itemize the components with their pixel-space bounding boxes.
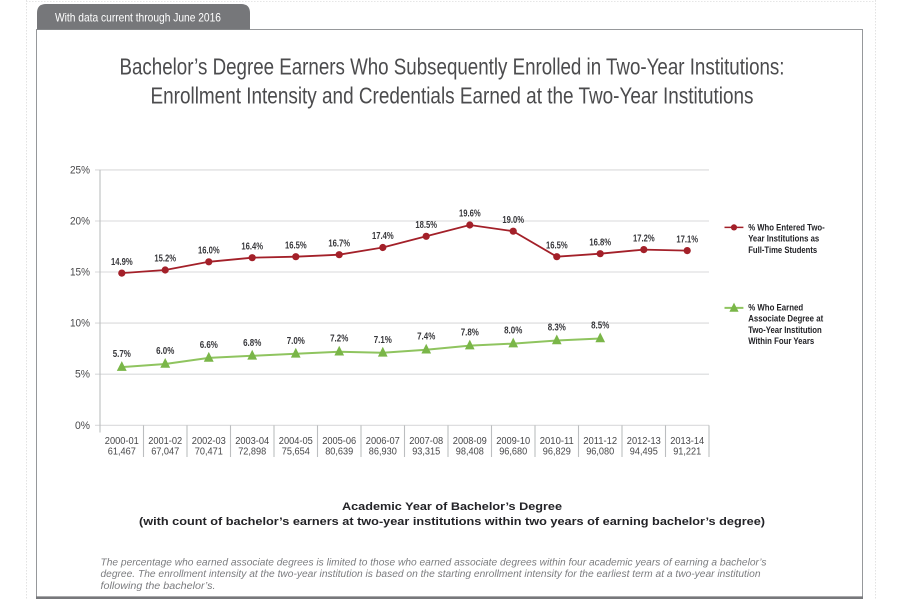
svg-text:19.6%: 19.6% [459,209,481,220]
svg-text:Associate Degree at: Associate Degree at [748,314,823,324]
svg-text:80,639: 80,639 [325,447,353,458]
svg-text:2002-03: 2002-03 [192,436,226,447]
svg-text:67,047: 67,047 [151,447,179,458]
svg-text:2012-13: 2012-13 [627,436,661,447]
svg-text:Enrollment Intensity and Crede: Enrollment Intensity and Credentials Ear… [151,82,754,108]
svg-text:(with count of bachelor’s earn: (with count of bachelor’s earners at two… [139,516,765,528]
svg-text:% Who Earned: % Who Earned [748,302,803,312]
svg-text:2004-05: 2004-05 [279,436,313,447]
svg-text:2003-04: 2003-04 [235,436,270,447]
svg-text:6.8%: 6.8% [243,338,261,349]
svg-text:2006-07: 2006-07 [366,436,400,447]
svg-text:96,829: 96,829 [543,447,571,458]
svg-text:2008-09: 2008-09 [453,436,487,447]
svg-text:17.1%: 17.1% [676,234,698,245]
svg-text:6.6%: 6.6% [200,340,218,351]
svg-text:70,471: 70,471 [195,447,223,458]
svg-text:72,898: 72,898 [238,447,266,458]
svg-text:15%: 15% [70,267,90,279]
svg-text:16.4%: 16.4% [241,241,263,252]
svg-text:2005-06: 2005-06 [322,436,356,447]
svg-text:16.8%: 16.8% [589,237,611,248]
svg-text:94,495: 94,495 [630,447,658,458]
svg-text:10%: 10% [70,318,90,330]
svg-text:7.2%: 7.2% [330,334,348,345]
svg-text:7.0%: 7.0% [287,336,305,347]
svg-text:16.5%: 16.5% [285,240,307,251]
svg-text:16.0%: 16.0% [198,246,220,257]
svg-text:75,654: 75,654 [282,447,311,458]
svg-text:5.7%: 5.7% [113,349,131,360]
svg-text:7.1%: 7.1% [374,335,392,346]
svg-text:Two-Year Institution: Two-Year Institution [748,325,822,335]
svg-text:2013-14: 2013-14 [670,436,705,447]
svg-text:16.7%: 16.7% [328,238,350,249]
svg-text:0%: 0% [75,420,90,432]
svg-text:2010-11: 2010-11 [540,436,574,447]
svg-text:7.8%: 7.8% [461,328,479,339]
svg-text:61,467: 61,467 [108,447,136,458]
svg-text:91,221: 91,221 [673,447,701,458]
svg-text:17.4%: 17.4% [372,231,394,242]
svg-text:20%: 20% [70,216,90,228]
svg-text:6.0%: 6.0% [156,346,174,357]
svg-text:7.4%: 7.4% [417,332,435,343]
svg-text:Year Institutions as: Year Institutions as [748,234,819,244]
svg-text:5%: 5% [75,369,90,381]
svg-text:The percentage who earned asso: The percentage who earned associate degr… [101,557,767,568]
svg-text:2007-08: 2007-08 [409,436,443,447]
svg-text:With data current through June: With data current through June 2016 [55,11,221,25]
svg-text:following the bachelor’s.: following the bachelor’s. [101,581,216,592]
svg-text:14.9%: 14.9% [111,257,133,268]
svg-text:2011-12: 2011-12 [583,436,617,447]
svg-text:25%: 25% [70,164,90,176]
svg-text:96,080: 96,080 [586,447,615,458]
svg-text:98,408: 98,408 [456,447,484,458]
svg-text:15.2%: 15.2% [154,254,176,265]
svg-text:% Who Entered Two-: % Who Entered Two- [748,222,825,232]
svg-text:degree. The enrollment intensi: degree. The enrollment intensity at the … [101,569,761,580]
svg-text:2009-10: 2009-10 [496,436,531,447]
svg-text:93,315: 93,315 [412,447,440,458]
svg-text:8.5%: 8.5% [591,321,609,332]
svg-text:Bachelor’s Degree Earners Who: Bachelor’s Degree Earners Who Subsequent… [120,53,785,79]
svg-text:2001-02: 2001-02 [148,436,182,447]
svg-text:Academic Year of Bachelor’s De: Academic Year of Bachelor’s Degree [342,501,562,513]
svg-text:2000-01: 2000-01 [105,436,139,447]
svg-text:17.2%: 17.2% [633,233,655,244]
svg-text:8.0%: 8.0% [504,326,522,337]
svg-text:16.5%: 16.5% [546,240,568,251]
svg-text:86,930: 86,930 [369,447,398,458]
svg-text:18.5%: 18.5% [415,220,437,231]
svg-text:Within Four Years: Within Four Years [748,336,814,346]
svg-text:Full-Time Students: Full-Time Students [748,245,817,255]
svg-text:96,680: 96,680 [499,447,528,458]
svg-text:8.3%: 8.3% [548,323,566,334]
svg-text:19.0%: 19.0% [502,215,524,226]
